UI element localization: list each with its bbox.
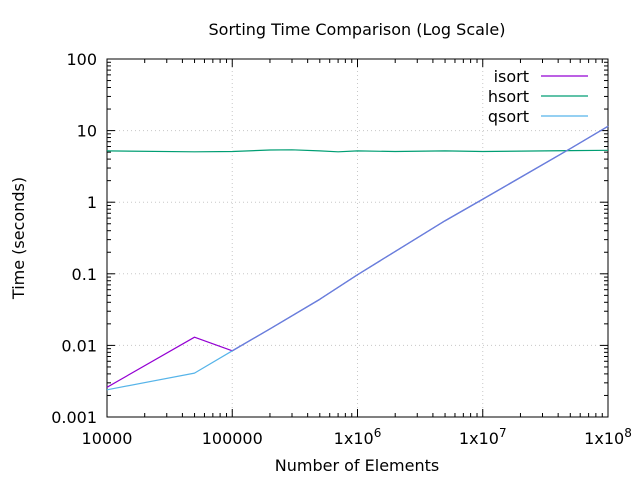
x-tick-labels: 10000 100000 1x106 1x107 1x108 bbox=[82, 426, 632, 448]
y-tick-label-100: 100 bbox=[66, 50, 97, 69]
y-axis-label: Time (seconds) bbox=[9, 177, 28, 300]
legend-label-hsort: hsort bbox=[488, 87, 529, 106]
legend-label-isort: isort bbox=[494, 67, 529, 86]
y-tick-label-0-01: 0.01 bbox=[61, 336, 97, 355]
series-line-hsort bbox=[106, 149, 609, 153]
x-tick-label-100000: 100000 bbox=[202, 429, 263, 448]
legend: isort hsort qsort bbox=[488, 67, 588, 126]
y-tick-labels: 0.001 0.01 0.1 1 10 100 bbox=[51, 50, 97, 427]
y-tick-label-10: 10 bbox=[77, 122, 97, 141]
series-line-overlap bbox=[231, 125, 609, 352]
legend-label-qsort: qsort bbox=[488, 107, 529, 126]
x-tick-label-1x10-6: 1x106 bbox=[334, 426, 382, 448]
x-tick-label-1x10-7: 1x107 bbox=[459, 426, 507, 448]
y-tick-label-0-1: 0.1 bbox=[72, 265, 97, 284]
x-tick-label-10000: 10000 bbox=[82, 429, 133, 448]
x-tick-label-1x10-8: 1x108 bbox=[584, 426, 632, 448]
x-axis-label: Number of Elements bbox=[275, 456, 439, 475]
chart-title: Sorting Time Comparison (Log Scale) bbox=[209, 20, 506, 39]
y-tick-label-0-001: 0.001 bbox=[51, 408, 97, 427]
axis-ticks bbox=[106, 58, 609, 418]
series-lines bbox=[106, 125, 609, 391]
y-tick-label-1: 1 bbox=[87, 193, 97, 212]
